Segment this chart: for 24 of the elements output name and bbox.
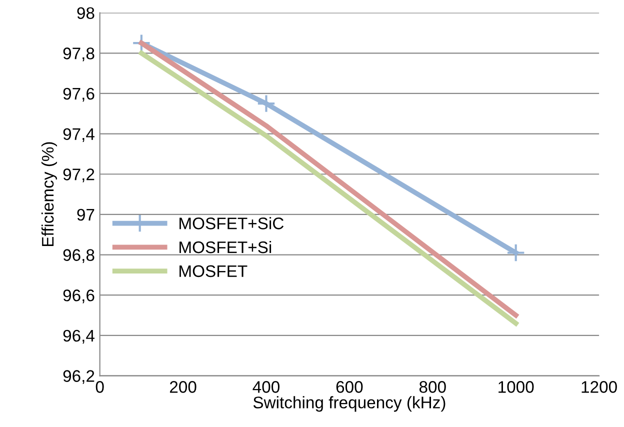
point (506, 243, 526, 262)
x-tick-label: 600 (336, 381, 363, 393)
y-tick-label: 97,8 (63, 48, 94, 62)
y-tick-label: 96,2 (63, 370, 94, 384)
legend-label: MOSFET+SiC (180, 217, 284, 230)
x-tick-label: 1200 (582, 381, 617, 393)
x-axis-title: Switching frequency (kHz) (253, 396, 446, 412)
x-tick-label: 800 (419, 381, 446, 393)
y-axis-title: Efficiemcy (%) (41, 142, 57, 246)
y-tick-label: 97 (77, 208, 94, 221)
legend-label: MOSFET (180, 265, 248, 278)
y-tick-label: 98 (77, 7, 94, 20)
y-tick-label: 96,6 (63, 290, 94, 304)
x-tick-label: 200 (170, 381, 196, 393)
y-tick-label: 97,2 (63, 168, 94, 182)
legend-label: MOSFET+Si (180, 240, 272, 254)
point (256, 94, 276, 113)
x-tick-label: 0 (96, 381, 104, 393)
y-tick-label: 96,8 (63, 249, 94, 263)
y-tick-label: 97,4 (63, 128, 94, 142)
y-tick-label: 97,6 (63, 88, 94, 102)
y-tick-label: 96,4 (63, 330, 94, 344)
x-tick-label: 400 (252, 381, 280, 393)
x-tick-label: 1000 (498, 381, 534, 393)
